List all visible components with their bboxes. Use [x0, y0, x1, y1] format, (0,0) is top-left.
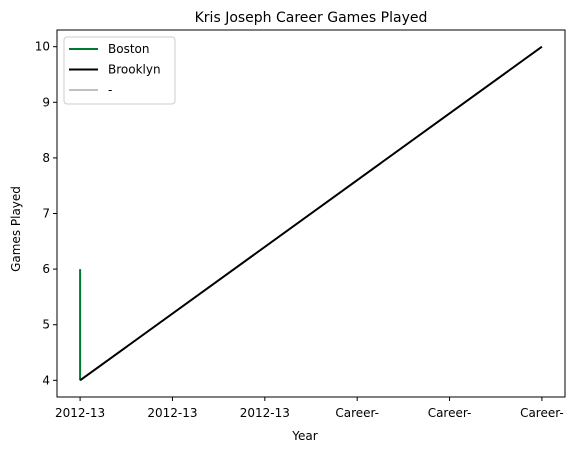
y-tick-label: 4	[42, 373, 50, 387]
y-tick-label: 6	[42, 262, 50, 276]
y-tick-label: 5	[42, 318, 50, 332]
x-axis-label: Year	[291, 429, 317, 443]
legend: Boston Brooklyn -	[63, 36, 176, 105]
x-tick-label: Career-	[428, 406, 472, 420]
y-tick-label: 10	[35, 40, 50, 54]
y-tick-label: 7	[42, 207, 50, 221]
plot-frame	[56, 29, 566, 398]
x-axis-ticks: 2012-13 2012-13 2012-13 Career- Career- Caree…	[55, 397, 564, 420]
y-axis-ticks: 4 5 6 7 8 9 10	[35, 40, 57, 387]
y-tick-label: 8	[42, 151, 50, 165]
chart-title: Kris Joseph Career Games Played	[195, 10, 428, 26]
legend-label: -	[108, 83, 112, 97]
x-tick-label: 2012-13	[240, 406, 290, 420]
x-tick-label: 2012-13	[147, 406, 197, 420]
series-layer	[79, 45, 543, 382]
legend-box	[63, 36, 176, 105]
legend-label: Brooklyn	[108, 63, 161, 77]
y-tick-label: 9	[42, 95, 50, 109]
series-line-brooklyn	[79, 45, 543, 382]
y-axis-label: Games Played	[9, 186, 23, 272]
legend-label: Boston	[108, 42, 149, 56]
x-tick-label: 2012-13	[55, 406, 105, 420]
x-tick-label: Career-	[335, 406, 379, 420]
x-tick-label: Career-	[520, 406, 564, 420]
